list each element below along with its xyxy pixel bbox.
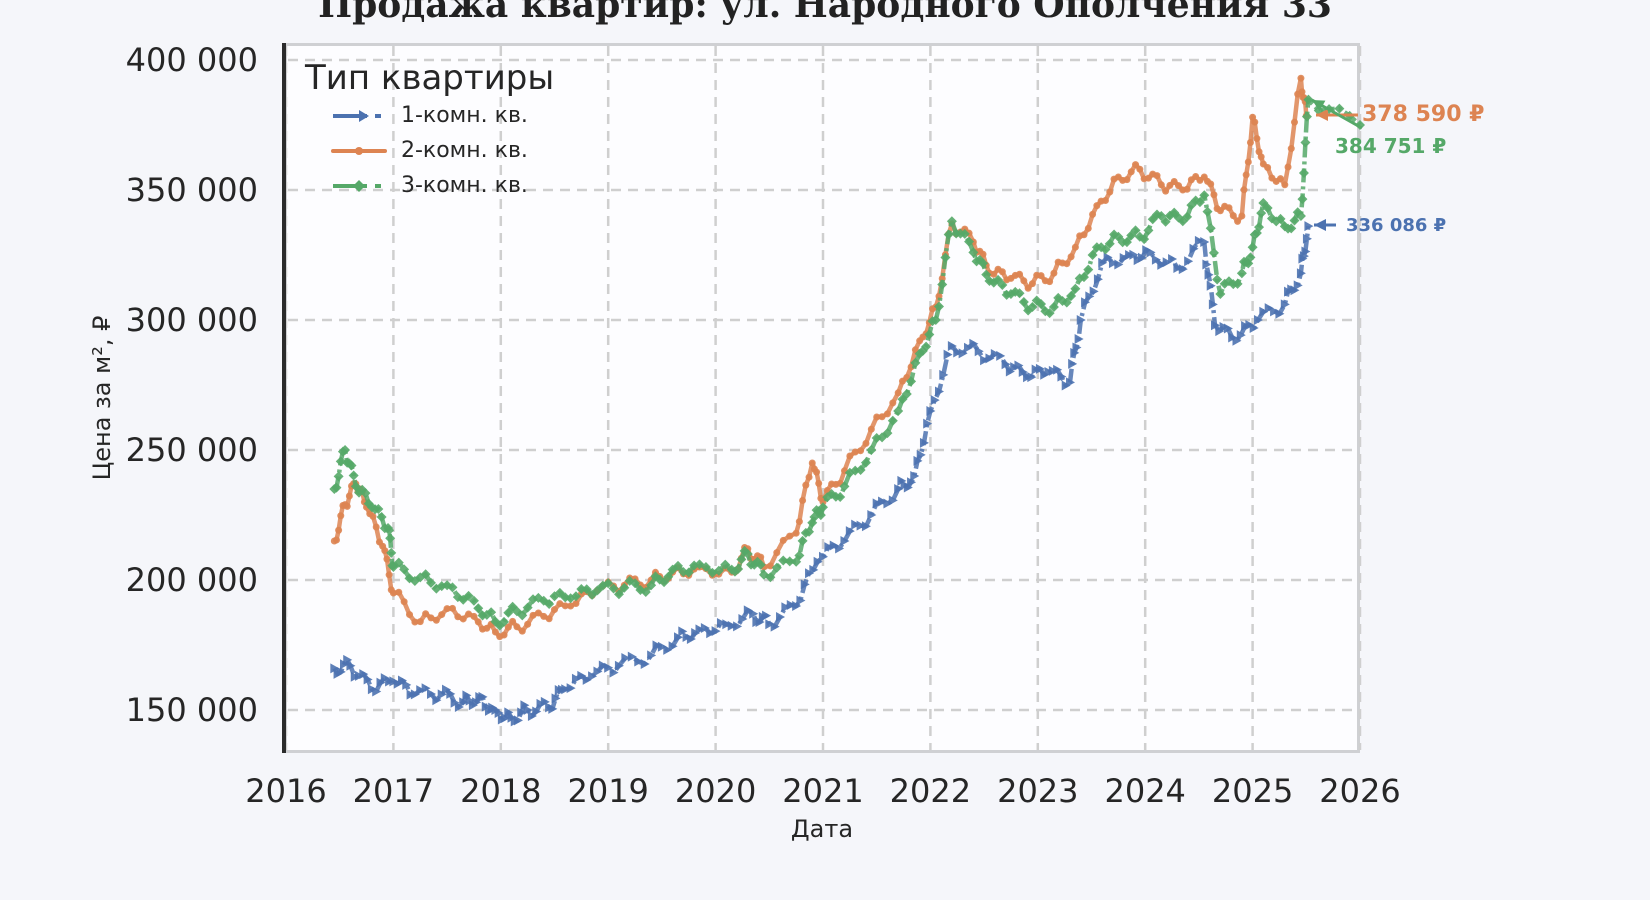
annotation-1room-last-price: 336 086 ₽ — [1346, 215, 1447, 236]
y-tick-label: 200 000 — [125, 561, 258, 599]
legend-label: 1-комн. кв. — [401, 103, 528, 128]
legend-swatch-dashdot-triangle-icon — [333, 109, 381, 122]
annotation-3room-last-price: 384 751 ₽ — [1335, 134, 1447, 158]
chart-title: Продажа квартир: ул. Народного Ополчения… — [318, 0, 1332, 26]
legend-swatch-dashdot-diamond-icon — [333, 179, 381, 192]
legend-item-2room[interactable]: 2-комн. кв. — [305, 133, 554, 168]
x-tick-label: 2021 — [782, 772, 864, 810]
x-tick-label: 2017 — [352, 772, 435, 810]
y-axis-label: Цена за м², ₽ — [88, 315, 116, 481]
grid-lines — [284, 46, 1362, 750]
y-tick-label: 250 000 — [125, 431, 258, 469]
legend: Тип квартиры 1-комн. кв. 2-комн. кв. 3-к… — [305, 58, 554, 203]
x-tick-label: 2016 — [245, 772, 327, 810]
annotation-2room-last-price: 378 590 ₽ — [1362, 102, 1485, 127]
legend-title: Тип квартиры — [305, 58, 555, 98]
legend-item-1room[interactable]: 1-комн. кв. — [305, 98, 554, 133]
x-tick-label: 2025 — [1211, 772, 1294, 810]
annotation-arrows — [1311, 98, 1363, 231]
x-tick-label: 2019 — [567, 772, 649, 810]
y-tick-label: 150 000 — [125, 691, 258, 729]
y-tick-label: 350 000 — [125, 171, 258, 209]
x-tick-label: 2018 — [460, 772, 542, 810]
x-tick-label: 2020 — [674, 772, 757, 810]
legend-swatch-solid-circle-icon — [331, 146, 387, 155]
x-tick-label: 2026 — [1319, 772, 1401, 810]
plot-area — [284, 43, 1360, 753]
legend-item-3room[interactable]: 3-комн. кв. — [305, 168, 554, 203]
y-tick-label: 300 000 — [125, 301, 258, 339]
legend-label: 3-комн. кв. — [401, 173, 528, 198]
legend-label: 2-комн. кв. — [401, 138, 528, 163]
x-tick-label: 2022 — [889, 772, 972, 810]
x-tick-label: 2024 — [1104, 772, 1186, 810]
y-tick-label: 400 000 — [125, 41, 258, 79]
x-axis-label: Дата — [790, 815, 854, 843]
x-tick-label: 2023 — [997, 772, 1079, 810]
data-series — [329, 74, 1365, 727]
y-axis-spine — [282, 43, 286, 753]
